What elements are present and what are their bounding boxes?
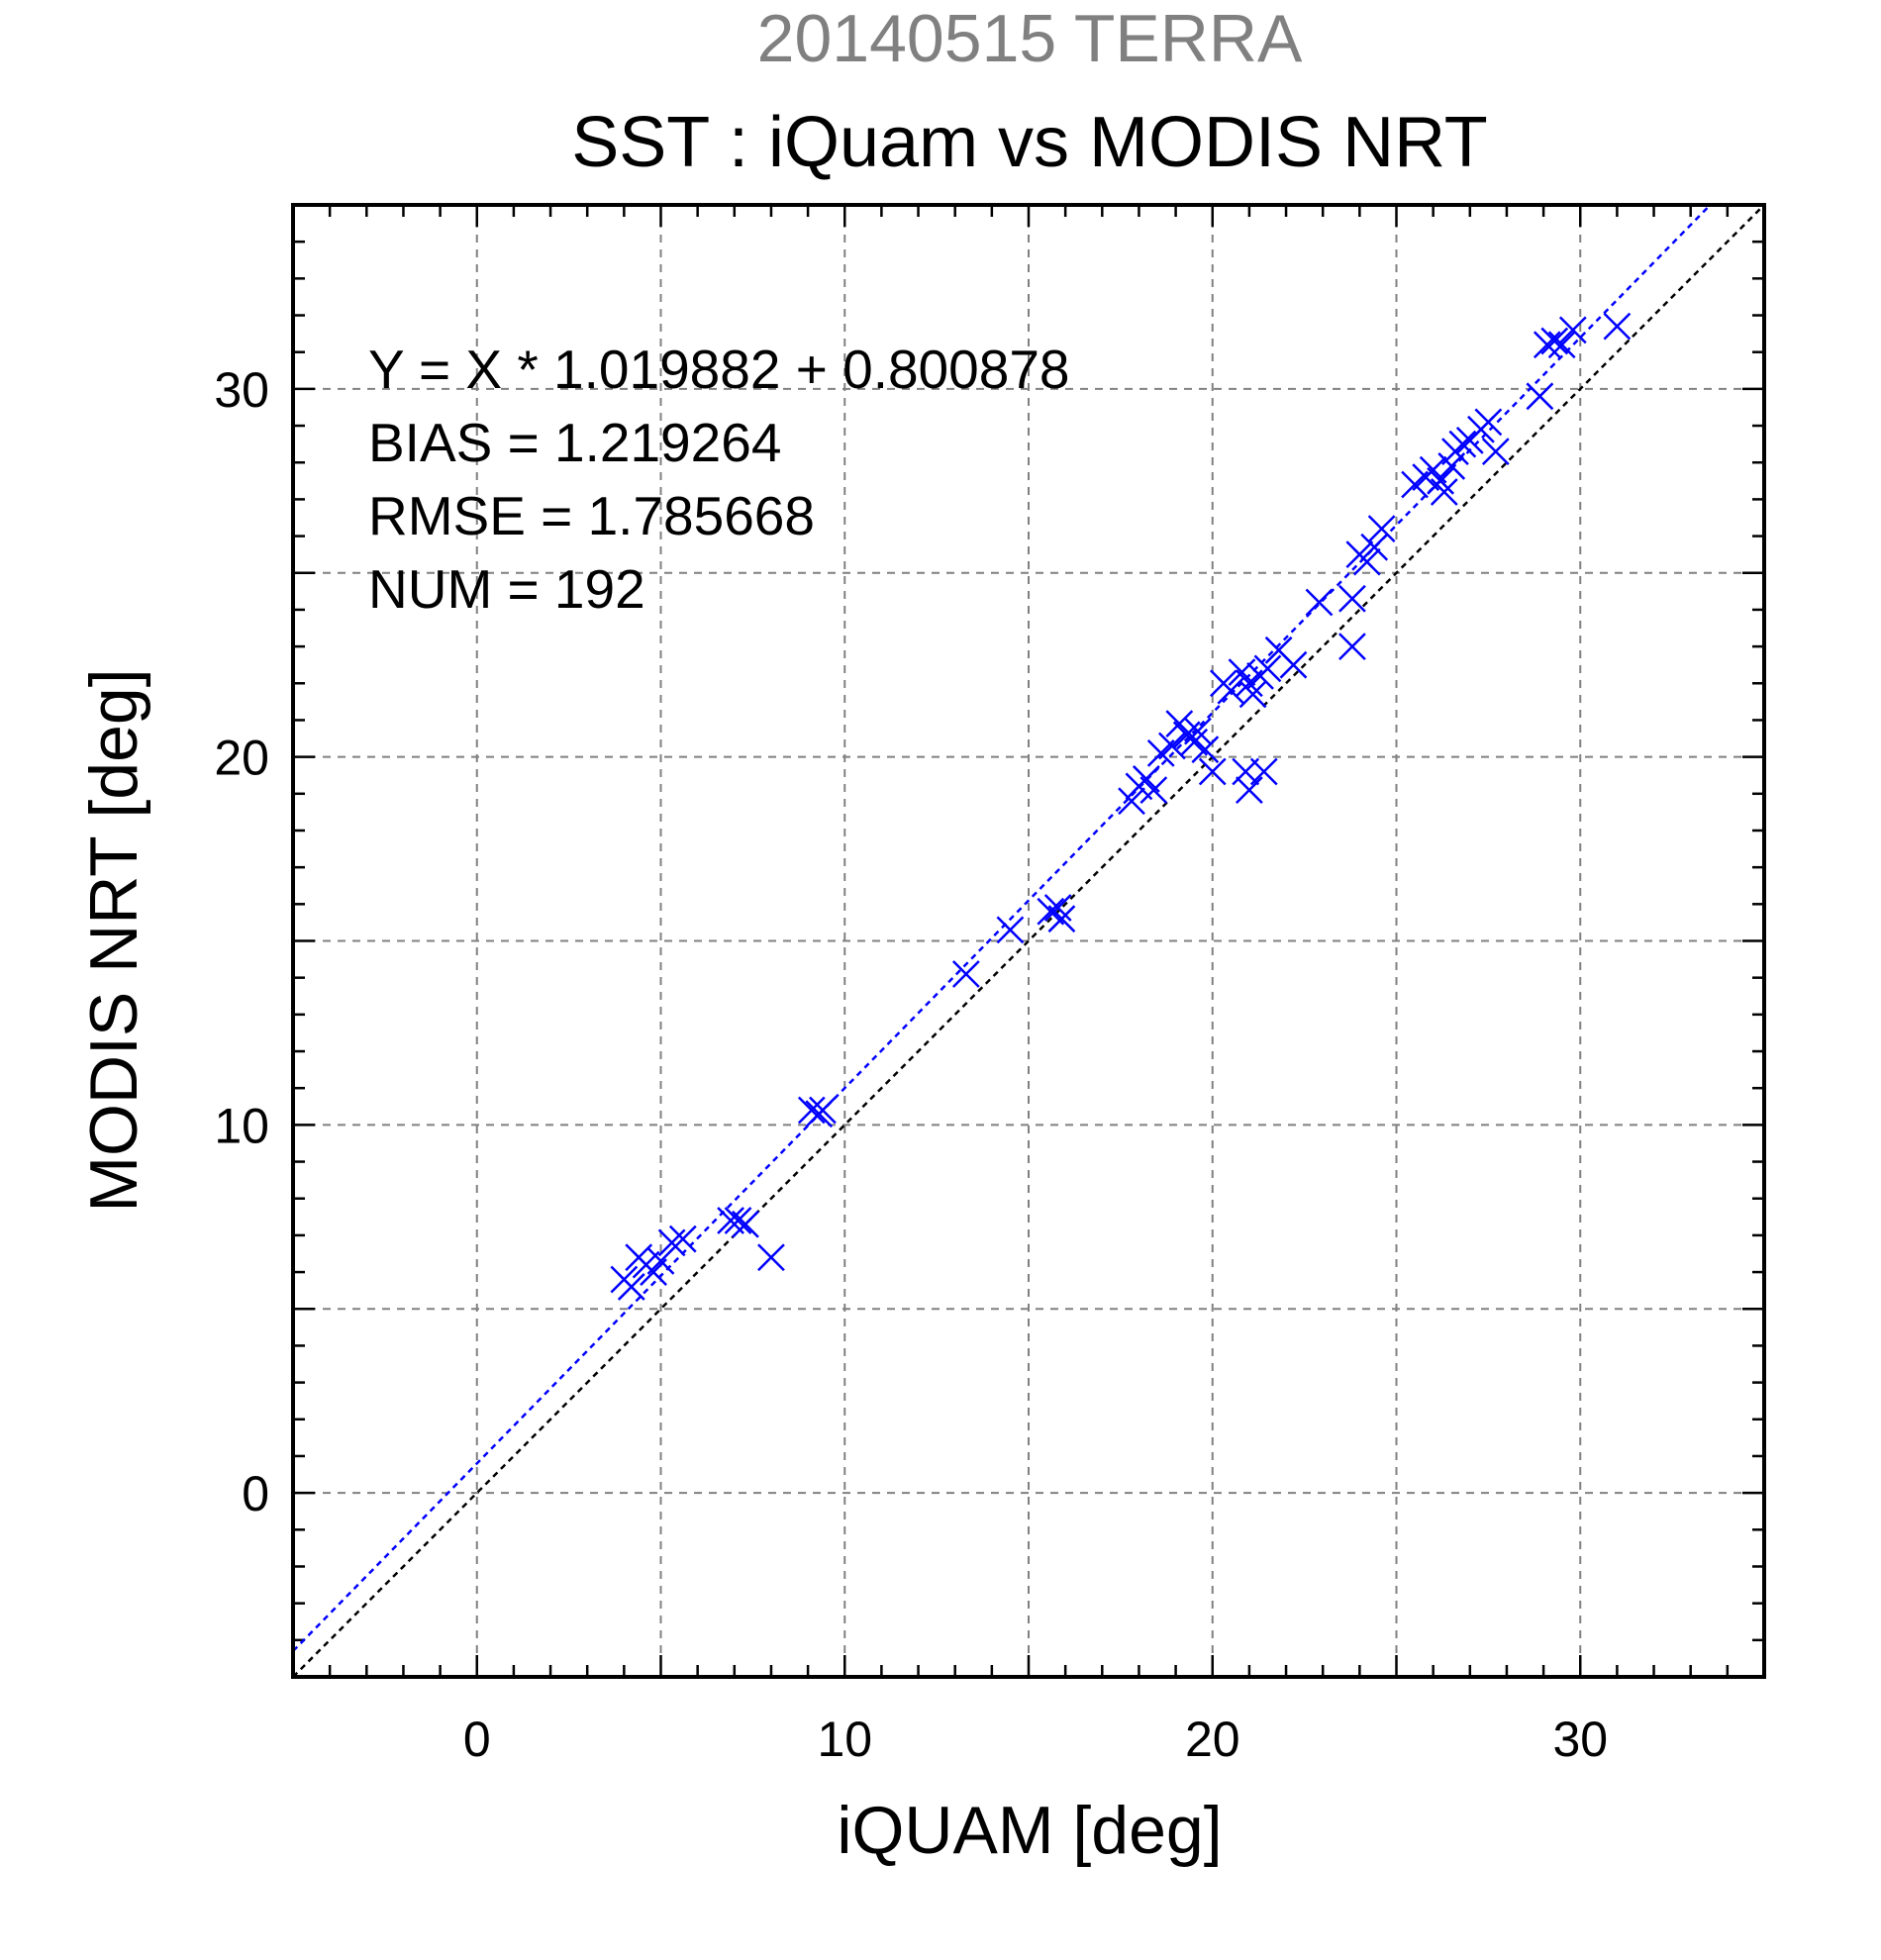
identity-line — [293, 205, 1764, 1677]
fit-line — [293, 205, 1713, 1652]
x-tick-label: 0 — [463, 1712, 491, 1767]
regression-stats: Y = X * 1.019882 + 0.800878 BIAS = 1.219… — [368, 339, 1070, 620]
data-point — [646, 1247, 675, 1275]
data-point — [1603, 312, 1632, 341]
data-point — [1253, 654, 1282, 683]
reference-lines — [293, 205, 1764, 1677]
x-tick-label: 20 — [1185, 1712, 1240, 1767]
data-point — [1558, 316, 1587, 344]
data-point — [1427, 466, 1454, 495]
stat-equation: Y = X * 1.019882 + 0.800878 — [368, 339, 1070, 400]
x-tick-label: 10 — [817, 1712, 872, 1767]
chart-title: SST : iQuam vs MODIS NRT — [571, 103, 1488, 182]
data-point — [1236, 776, 1263, 804]
data-point — [657, 1228, 686, 1257]
data-point — [996, 916, 1025, 944]
data-point — [1360, 533, 1389, 561]
stat-bias: BIAS = 1.219264 — [368, 412, 781, 473]
data-point — [797, 1096, 826, 1125]
data-point — [668, 1225, 697, 1253]
data-point — [1198, 757, 1227, 786]
y-axis-label: MODIS NRT [deg] — [76, 668, 151, 1212]
data-point — [1448, 430, 1477, 458]
data-point — [1338, 584, 1366, 613]
data-point — [1430, 478, 1458, 506]
data-point — [1118, 787, 1145, 816]
chart-date-title: 20140515 TERRA — [757, 1, 1303, 76]
data-point — [1338, 633, 1366, 660]
data-point — [1533, 331, 1561, 359]
grid-lines — [293, 205, 1764, 1677]
data-point — [1191, 735, 1220, 764]
data-point — [1481, 438, 1510, 465]
data-point — [732, 1210, 759, 1238]
x-tick-label: 30 — [1552, 1712, 1608, 1767]
data-point — [1158, 732, 1186, 760]
data-point — [1279, 650, 1308, 679]
data-point — [1352, 547, 1381, 576]
stat-rmse: RMSE = 1.785668 — [368, 485, 815, 546]
y-tick-label: 20 — [214, 731, 269, 786]
x-tick-labels: 0 10 20 30 — [463, 1712, 1608, 1767]
y-tick-label: 0 — [242, 1466, 269, 1521]
stat-num: NUM = 192 — [368, 558, 645, 620]
data-point — [1043, 894, 1072, 922]
data-point — [1526, 382, 1554, 411]
data-point — [1474, 408, 1503, 437]
data-point — [951, 960, 980, 988]
data-point — [1367, 515, 1396, 543]
y-tick-label: 10 — [214, 1098, 269, 1153]
data-point — [1249, 757, 1278, 786]
data-point — [724, 1207, 752, 1234]
data-point — [809, 1096, 837, 1125]
data-points — [610, 312, 1632, 1301]
data-point — [617, 1273, 645, 1301]
plot-frame — [291, 203, 1766, 1679]
data-point — [1540, 327, 1569, 355]
data-point — [1184, 717, 1212, 745]
data-point — [1139, 776, 1168, 804]
data-point — [1047, 905, 1076, 933]
y-tick-label: 30 — [214, 362, 269, 418]
x-axis-label: iQUAM [deg] — [837, 1793, 1222, 1868]
data-point — [1305, 588, 1334, 617]
data-point — [1217, 676, 1245, 705]
y-tick-labels: 0 10 20 30 — [214, 362, 269, 1521]
data-point — [757, 1243, 785, 1272]
data-point — [1547, 331, 1576, 359]
data-point — [1238, 680, 1267, 709]
